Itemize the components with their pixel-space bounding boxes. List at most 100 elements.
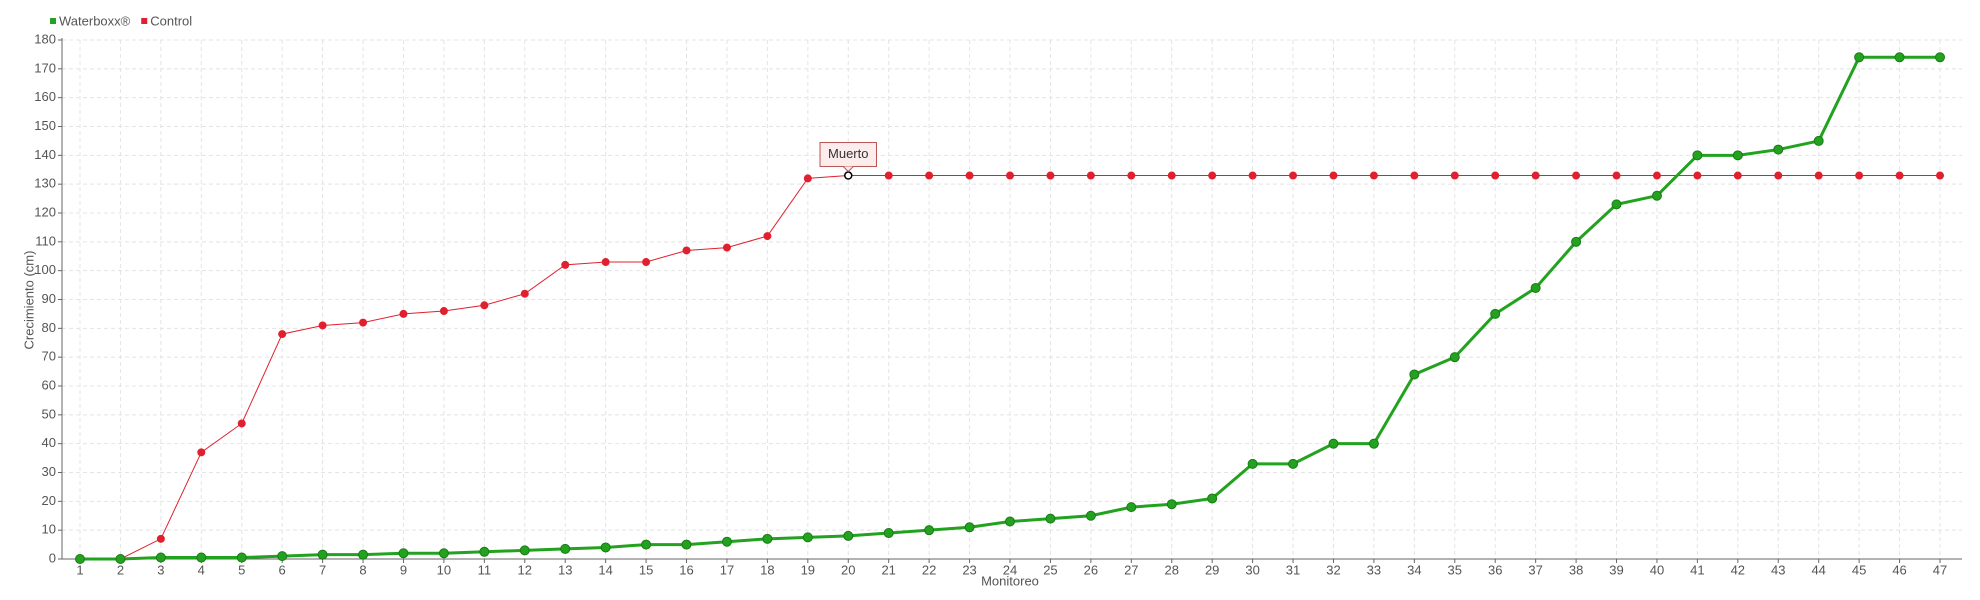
data-point: [600, 542, 611, 553]
data-point: [75, 554, 85, 564]
data-point: [1449, 352, 1460, 363]
data-point: [1611, 199, 1622, 210]
x-tick-label: 37: [1528, 562, 1542, 577]
x-tick-label: 40: [1650, 562, 1664, 577]
y-tick-label: 90: [42, 291, 56, 306]
legend-swatch: [141, 18, 148, 24]
data-point: [1693, 171, 1702, 180]
data-point: [641, 539, 652, 550]
data-point: [1572, 171, 1581, 180]
x-tick-label: 8: [359, 562, 366, 577]
data-point: [1127, 171, 1136, 180]
data-point: [1329, 171, 1338, 180]
data-point: [1046, 171, 1055, 180]
y-tick-label: 50: [42, 406, 56, 421]
x-tick-label: 22: [922, 562, 936, 577]
data-point: [802, 532, 813, 543]
x-tick-label: 28: [1165, 562, 1179, 577]
x-tick-label: 39: [1609, 562, 1623, 577]
x-tick-label: 24: [1003, 562, 1017, 577]
data-point: [1813, 135, 1824, 146]
y-tick-label: 30: [42, 464, 56, 479]
data-point: [1855, 171, 1864, 180]
x-tick-label: 23: [962, 562, 976, 577]
data-point: [1571, 236, 1582, 247]
annotation-box: [819, 142, 877, 168]
x-tick-label: 45: [1852, 562, 1866, 577]
data-point: [883, 528, 894, 539]
data-point: [519, 545, 530, 556]
x-tick-label: 26: [1084, 562, 1098, 577]
data-point: [1652, 171, 1661, 180]
data-point: [1207, 493, 1218, 504]
data-point: [1248, 171, 1257, 180]
data-point: [1936, 171, 1944, 180]
x-tick-label: 6: [279, 562, 286, 577]
y-tick-label: 80: [42, 320, 56, 335]
legend-label: Control: [150, 13, 192, 28]
y-axis-label: Crecimiento (cm): [21, 251, 36, 350]
data-point: [1531, 171, 1540, 180]
data-point: [277, 551, 288, 562]
data-point: [803, 174, 812, 183]
x-tick-label: 29: [1205, 562, 1219, 577]
data-point: [1774, 171, 1783, 180]
data-point: [1409, 369, 1420, 380]
y-tick-label: 10: [42, 522, 56, 537]
data-point: [115, 554, 126, 564]
y-tick-label: 130: [34, 176, 56, 191]
x-tick-label: 42: [1731, 562, 1745, 577]
x-tick-label: 47: [1933, 562, 1947, 577]
data-point: [439, 307, 448, 316]
data-point: [1854, 52, 1865, 63]
data-point: [1895, 171, 1904, 180]
data-point: [398, 548, 409, 559]
y-tick-label: 110: [35, 233, 56, 248]
data-point: [843, 530, 854, 541]
x-tick-label: 15: [639, 562, 653, 577]
data-point: [196, 552, 207, 563]
x-axis-label: Monitoreo: [981, 573, 1039, 588]
data-point: [1085, 510, 1096, 521]
data-point: [1491, 171, 1500, 180]
data-point: [1773, 144, 1784, 155]
data-point: [924, 525, 935, 536]
data-point: [1368, 438, 1379, 449]
data-point: [1814, 171, 1823, 180]
x-tick-label: 25: [1043, 562, 1057, 577]
x-tick-label: 44: [1811, 562, 1825, 577]
data-point: [1006, 171, 1014, 180]
y-tick-label: 170: [34, 60, 56, 75]
x-tick-label: 16: [679, 562, 693, 577]
data-point: [1692, 150, 1703, 161]
x-tick-label: 3: [157, 562, 164, 577]
data-point: [1328, 438, 1339, 449]
data-point: [359, 318, 368, 327]
x-tick-label: 33: [1367, 562, 1381, 577]
x-tick-label: 12: [518, 562, 532, 577]
data-point: [681, 539, 692, 550]
data-point: [964, 522, 975, 533]
data-point: [1126, 502, 1137, 513]
data-point: [884, 171, 893, 180]
data-point: [762, 533, 773, 544]
data-point: [1289, 171, 1298, 180]
data-point: [278, 330, 287, 339]
x-tick-label: 18: [760, 562, 774, 577]
x-tick-label: 27: [1124, 562, 1138, 577]
y-tick-label: 70: [42, 349, 56, 364]
data-point: [642, 258, 651, 267]
x-tick-label: 17: [720, 562, 734, 577]
data-point: [1450, 171, 1459, 180]
x-tick-label: 11: [478, 562, 492, 577]
data-point: [682, 246, 691, 255]
x-tick-label: 20: [841, 562, 855, 577]
data-point: [1247, 458, 1258, 469]
data-point: [1288, 458, 1299, 469]
data-point: [1651, 190, 1662, 201]
data-point: [1732, 150, 1743, 161]
data-point: [1167, 171, 1176, 180]
data-point: [438, 548, 449, 559]
x-tick-label: 5: [238, 562, 245, 577]
